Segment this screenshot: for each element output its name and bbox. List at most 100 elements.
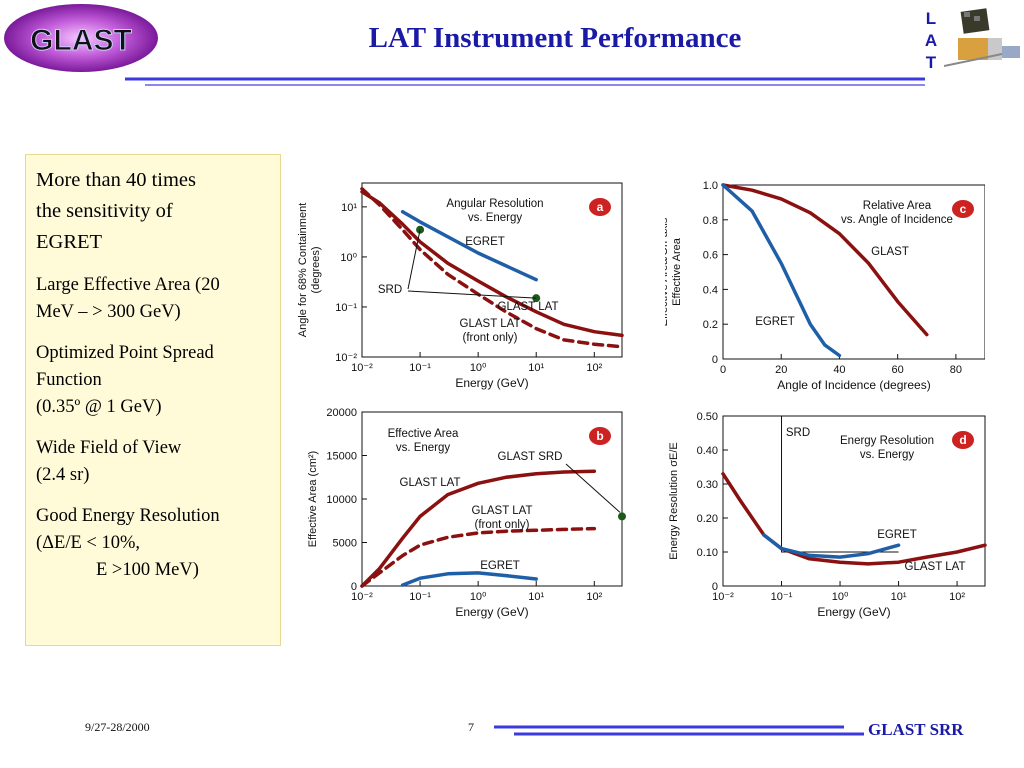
y-tick-label: 0	[351, 581, 357, 593]
y-tick-label: 0.50	[697, 411, 718, 423]
headline-line: the sensitivity of	[36, 200, 173, 222]
y-tick-label: 5000	[333, 538, 357, 550]
feature-item: Optimized Point Spread Function (0.35º @…	[36, 340, 272, 421]
y-tick-label: 0.8	[703, 215, 718, 227]
panel-badge-letter: a	[597, 200, 604, 214]
feature-line: Large Effective Area (20	[36, 275, 220, 295]
chart-annotation: GLAST LAT	[472, 505, 533, 517]
y-tick-label: 0.4	[703, 284, 718, 296]
series-line-egret	[400, 209, 538, 282]
headline: More than 40 times the sensitivity of EG…	[36, 165, 272, 258]
y-axis-label: Effective Area	[671, 237, 683, 306]
srd-box	[723, 415, 899, 553]
chart-annotation: GLAST SRD	[498, 451, 563, 463]
pointer-line	[407, 290, 537, 299]
pointer-line	[407, 229, 421, 290]
y-tick-label: 10⁻²	[335, 352, 357, 364]
series-line-egret	[400, 571, 538, 587]
x-tick-label: 10¹	[528, 362, 544, 374]
feature-line: Function	[36, 370, 102, 390]
feature-item: Large Effective Area (20 MeV – > 300 GeV…	[36, 272, 272, 326]
x-tick-label: 10⁻¹	[409, 591, 431, 603]
panel-badge	[952, 431, 974, 449]
header-rule	[125, 77, 925, 86]
chart-annotation: SRD	[786, 427, 810, 439]
y-tick-label: 0.30	[697, 479, 718, 491]
chart-annotation: (front only)	[475, 519, 530, 531]
y-tick-label: 10⁻¹	[335, 302, 357, 314]
x-axis-label: Energy (GeV)	[817, 605, 890, 619]
headline-line: More than 40 times	[36, 169, 196, 191]
chart-annotation: Effective Area	[388, 428, 459, 440]
chart-annotation: Angular Resolution	[446, 198, 543, 210]
chart-annotation: vs. Angle of Incidence	[841, 214, 953, 226]
y-tick-label: 0	[712, 581, 718, 593]
y-tick-label: 20000	[326, 407, 357, 419]
y-axis-label: Effective Area (cm²)	[307, 451, 319, 547]
panel-badge-letter: c	[960, 202, 967, 216]
feature-line: E >100 MeV)	[96, 560, 199, 580]
chart-annotation: GLAST LAT	[498, 301, 559, 313]
chart-annotation: GLAST	[871, 246, 909, 258]
y-tick-label: 0.40	[697, 445, 718, 457]
feature-item: Wide Field of View (2.4 sr)	[36, 435, 272, 489]
x-tick-label: 10²	[586, 362, 602, 374]
feature-line: Wide Field of View	[36, 438, 182, 458]
x-tick-label: 10⁻²	[712, 591, 734, 603]
feature-line: (2.4 sr)	[36, 465, 90, 485]
y-axis-label: Effective Area/On-axis	[665, 217, 670, 326]
y-tick-label: 1.0	[703, 180, 718, 192]
x-tick-label: 10⁻²	[351, 362, 373, 374]
x-tick-label: 10⁻¹	[409, 362, 431, 374]
headline-line: EGRET	[36, 231, 103, 253]
glast-logo: GLAST	[4, 4, 158, 72]
chart-annotation: GLAST LAT	[400, 477, 461, 489]
y-tick-label: 0.10	[697, 547, 718, 559]
y-tick-label: 0.2	[703, 319, 718, 331]
y-tick-label: 10⁰	[340, 252, 357, 264]
series-line-glast-lat-front-only-	[360, 187, 624, 349]
chart-annotation: EGRET	[755, 316, 795, 328]
y-axis-label: (degrees)	[310, 246, 322, 293]
lat-letter: T	[925, 53, 937, 72]
panel-badge	[952, 200, 974, 218]
logo-text: GLAST	[30, 24, 132, 57]
series-line-glast-lat	[721, 472, 987, 566]
pointer-line	[565, 463, 621, 513]
x-tick-label: 60	[892, 364, 904, 376]
page-number: 7	[468, 720, 474, 734]
series-line-glast-lat	[360, 469, 597, 588]
footer-brand: GLAST SRR	[868, 720, 964, 739]
x-tick-label: 0	[720, 364, 726, 376]
chart-annotation: GLAST LAT	[460, 318, 521, 330]
angular-resolution-chart: 10⁻² 10⁻¹ 10⁰ 10¹ 10² 10⁻² 10⁻¹ 10⁰ 10¹ Energy (G…	[290, 175, 630, 400]
y-tick-label: 15000	[326, 451, 357, 463]
x-axis-label: Energy (GeV)	[455, 376, 528, 390]
y-tick-label: 10¹	[341, 202, 357, 214]
relative-area-chart: 0 20 40 60 80 0 0.2 0.4 0.6 0.8 1.0 Angle of Incide…	[665, 175, 985, 400]
chart-annotation: Relative Area	[863, 200, 932, 212]
plot-frame	[722, 184, 985, 360]
lat-vertical-label: L A T	[918, 8, 944, 74]
x-axis-label: Angle of Incidence (degrees)	[777, 378, 930, 392]
x-tick-label: 10⁻²	[351, 591, 373, 603]
footer-date: 9/27-28/2000	[85, 720, 150, 734]
chart-annotation: SRD	[378, 284, 402, 296]
x-axis-label: Energy (GeV)	[455, 605, 528, 619]
series-line-egret	[721, 183, 842, 358]
x-tick-label: 10²	[949, 591, 965, 603]
x-tick-label: 10⁰	[470, 591, 487, 603]
feature-line: Optimized Point Spread	[36, 343, 214, 363]
series-line-glast-lat	[360, 190, 624, 338]
summary-textbox: More than 40 times the sensitivity of EG…	[25, 154, 281, 646]
panel-badge	[589, 427, 611, 445]
y-tick-label: 0	[712, 354, 718, 366]
series-line-glast	[721, 183, 929, 337]
feature-line: MeV – > 300 GeV)	[36, 302, 181, 322]
srd-point	[618, 512, 626, 521]
y-tick-label: 0.6	[703, 250, 718, 262]
feature-line: (ΔE/E < 10%,	[36, 533, 141, 553]
plot-frame	[722, 415, 986, 587]
feature-line: (0.35º @ 1 GeV)	[36, 397, 162, 417]
chart-annotation: EGRET	[480, 560, 520, 572]
